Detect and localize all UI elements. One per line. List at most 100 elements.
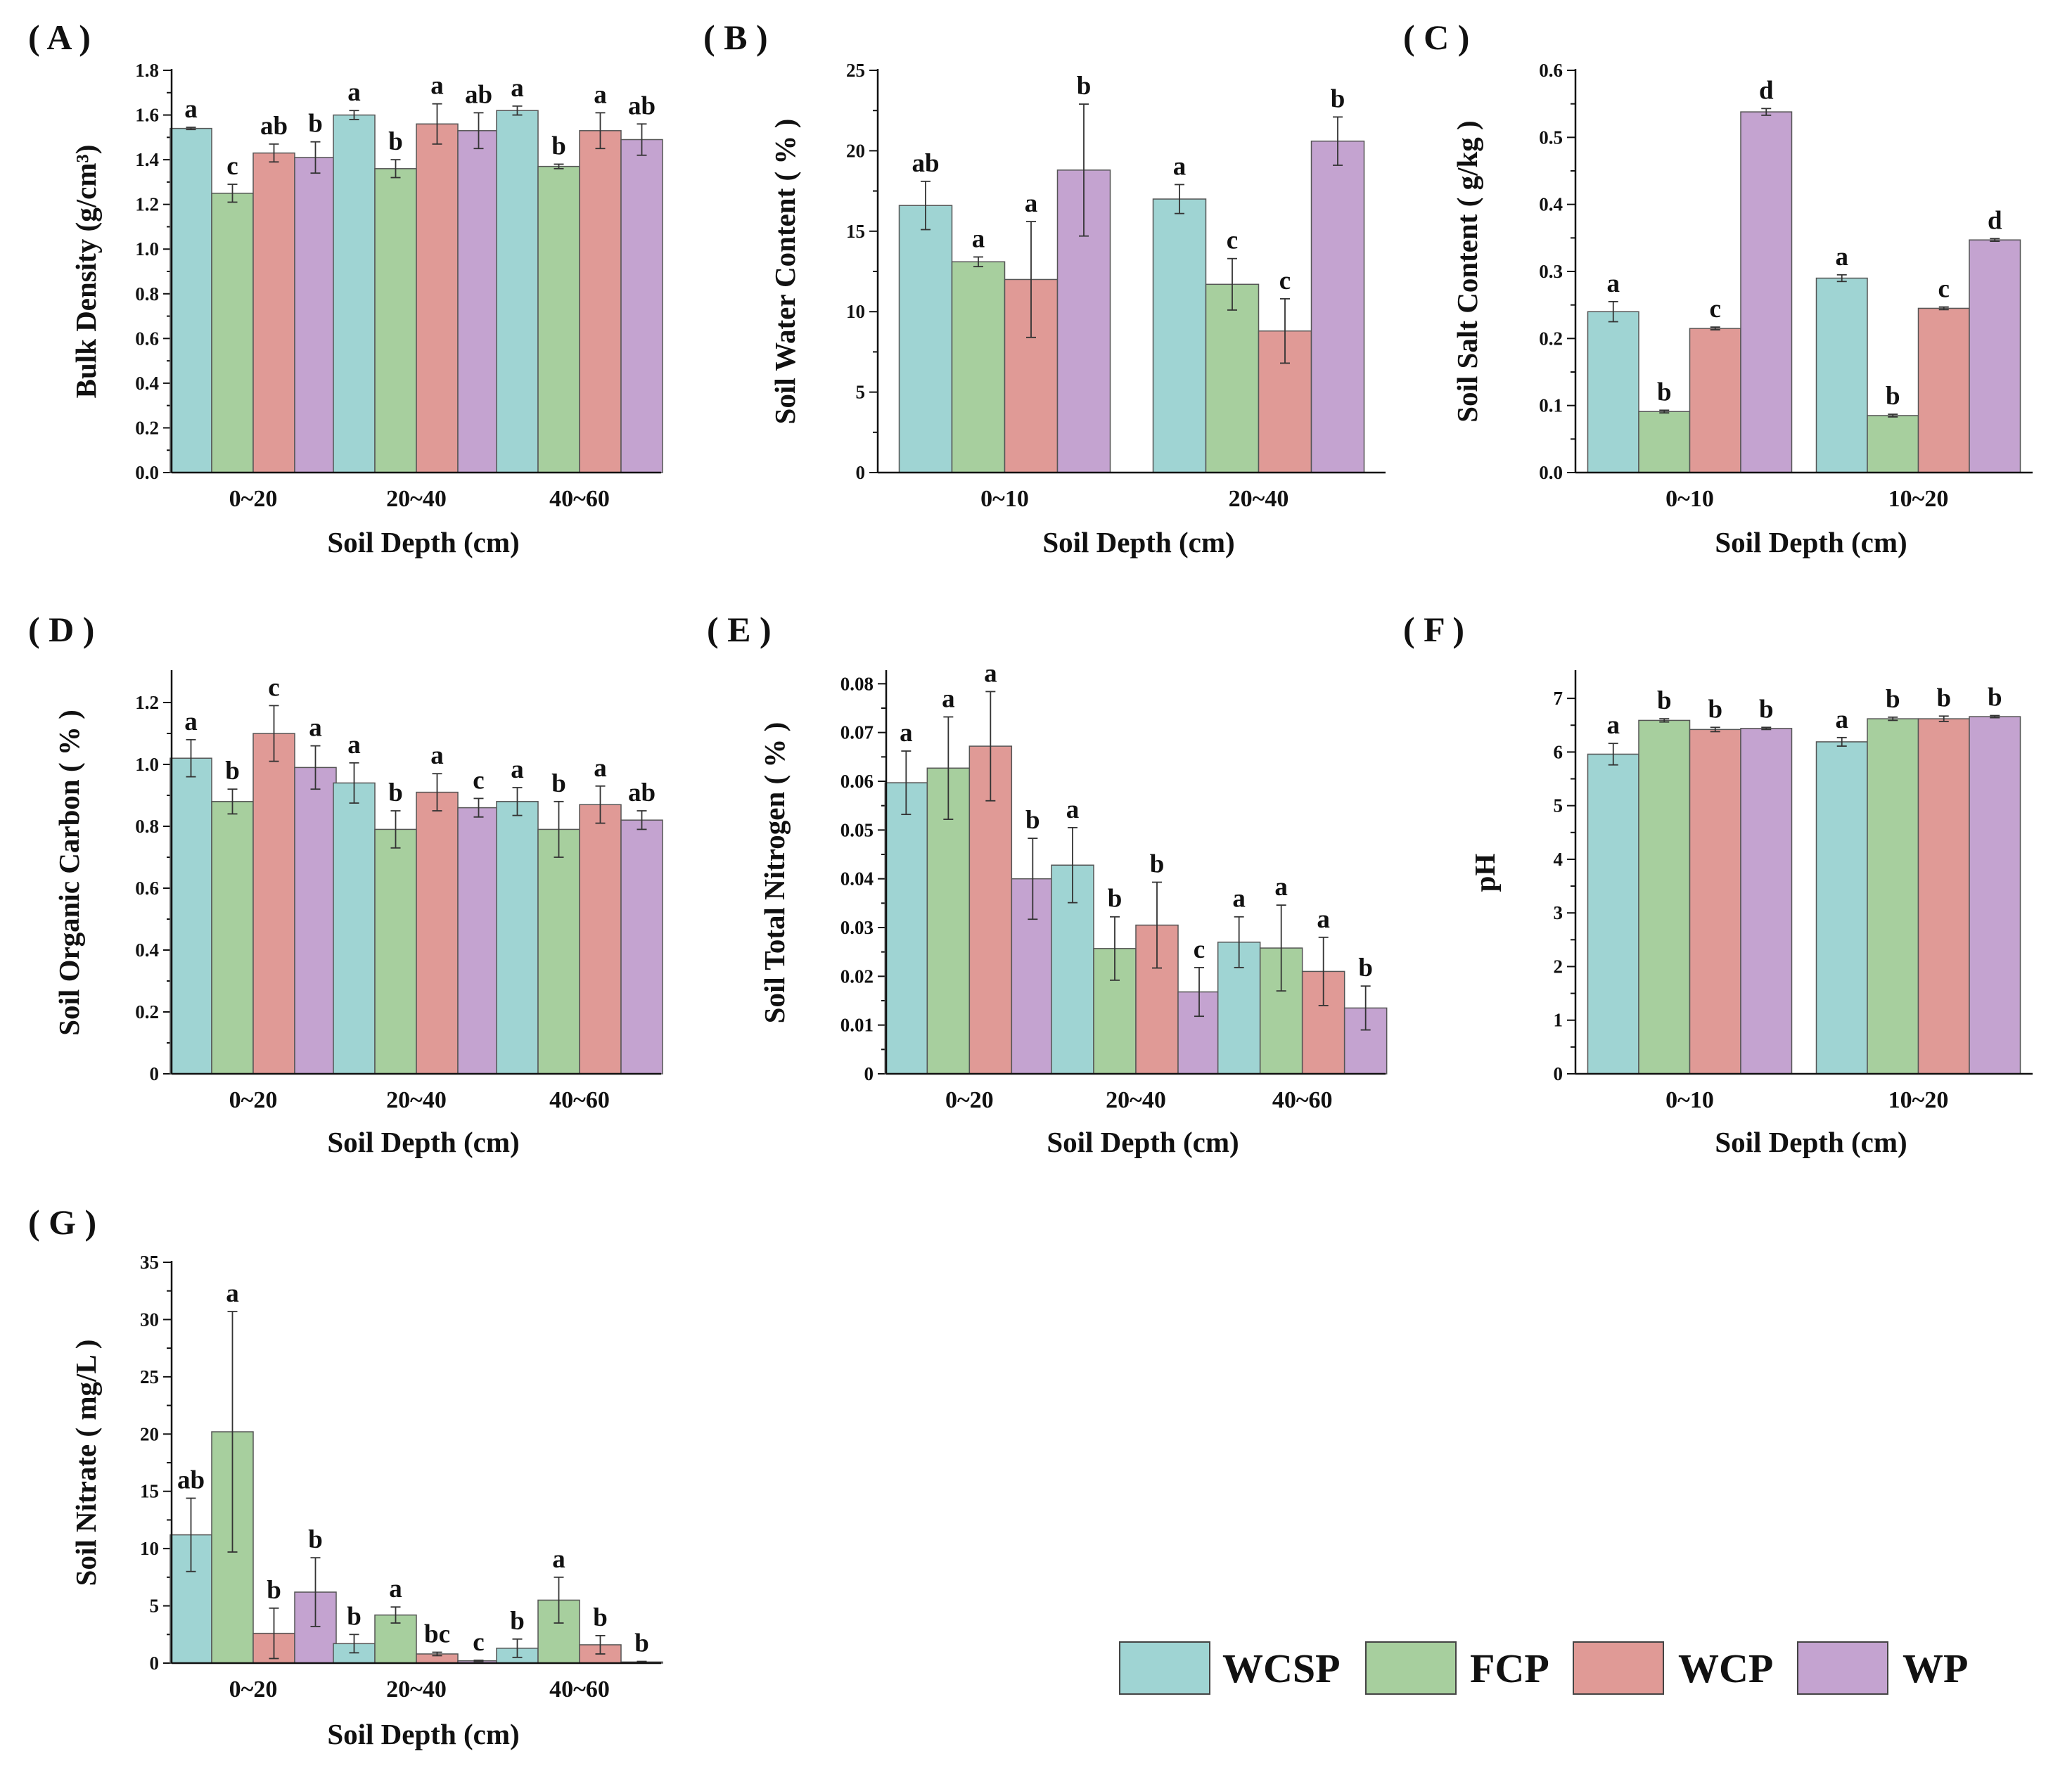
significance-letter: a	[942, 684, 955, 713]
panel-label: ( F )	[1403, 610, 1464, 649]
y-tick-label: 0.07	[840, 722, 874, 743]
panel-label: ( C )	[1403, 18, 1469, 57]
chart-panel-f: ( F ) 0 1 2 3 4 5 6 7 a b b b 0~10 a b b b 10~20 Soil Depth…	[1403, 610, 2033, 1158]
significance-letter: b	[510, 1607, 525, 1636]
significance-letter: d	[1759, 76, 1774, 105]
significance-letter: a	[594, 754, 607, 783]
significance-letter: a	[1836, 705, 1849, 734]
x-category-label: 0~20	[229, 486, 278, 512]
y-tick-label: 0.4	[135, 373, 159, 394]
legend-label-wcsp: WCSP	[1222, 1646, 1341, 1691]
bar-wp	[1969, 239, 2021, 473]
significance-letter: a	[972, 224, 985, 253]
significance-letter: bc	[424, 1620, 450, 1649]
panel-label: ( D )	[28, 610, 94, 649]
x-axis-title: Soil Depth (cm)	[327, 1718, 519, 1750]
bar-wp	[1310, 140, 1365, 473]
y-tick-label: 0.5	[1539, 127, 1563, 148]
bar-wcp	[579, 130, 622, 473]
y-tick-label: 0.6	[135, 328, 159, 349]
panel-label: ( A )	[28, 18, 91, 57]
y-tick-label: 15	[140, 1481, 159, 1502]
y-axis-title: Soil Salt Content ( g/kg )	[1451, 120, 1483, 422]
significance-letter: a	[984, 659, 997, 688]
y-tick-label: 7	[1554, 688, 1563, 709]
significance-letter: b	[1657, 378, 1672, 406]
x-axis-title: Soil Depth (cm)	[1715, 1126, 1907, 1158]
y-tick-label: 10	[846, 301, 865, 322]
y-tick-label: 25	[846, 60, 865, 81]
y-axis-title: Bulk Density (g/cm³)	[70, 145, 102, 399]
bar-wcsp	[1815, 741, 1868, 1075]
significance-letter: b	[1759, 695, 1774, 724]
x-category-label: 40~60	[549, 1087, 610, 1113]
x-category-label: 40~60	[1272, 1087, 1333, 1113]
y-tick-label: 5	[150, 1596, 160, 1617]
significance-letter: a	[184, 707, 198, 736]
y-axis-title: Soil Water Content ( % )	[769, 119, 801, 425]
significance-letter: a	[184, 95, 198, 124]
significance-letter: a	[900, 719, 913, 748]
y-tick-label: 0.4	[1539, 194, 1563, 215]
significance-letter: a	[511, 755, 524, 784]
significance-letter: b	[388, 127, 403, 156]
y-tick-label: 0.05	[840, 819, 874, 840]
significance-letter: d	[1988, 206, 2002, 235]
significance-letter: b	[1886, 382, 1900, 411]
legend: WCSP FCP WCP WP	[1119, 1641, 1968, 1695]
y-tick-label: 6	[1554, 741, 1563, 762]
x-category-label: 20~40	[1106, 1087, 1166, 1113]
bar-wcsp	[898, 205, 953, 473]
panel-label: ( B )	[703, 18, 768, 57]
significance-letter: a	[1232, 885, 1246, 913]
y-tick-label: 15	[846, 221, 865, 242]
significance-letter: c	[226, 152, 238, 181]
significance-letter: b	[347, 1602, 362, 1631]
y-tick-label: 0.02	[840, 966, 874, 987]
bar-fcp	[1205, 283, 1260, 473]
bar-wcsp	[884, 782, 928, 1075]
significance-letter: a	[347, 78, 361, 107]
chart-panel-c: ( C ) 0.0 0.1 0.2 0.3 0.4 0.5 0.6 a b c d 0~10 a b c d 10…	[1403, 18, 2033, 558]
x-category-label: 0~10	[1665, 486, 1714, 512]
bar-fcp	[951, 261, 1006, 473]
significance-letter: b	[1150, 850, 1165, 879]
significance-letter: a	[1025, 189, 1038, 218]
bar-wp	[620, 819, 663, 1075]
bar-wcsp	[1587, 753, 1639, 1075]
legend-label-wp: WP	[1902, 1646, 1968, 1691]
legend-swatch-fcp	[1365, 1641, 1457, 1695]
y-tick-label: 2	[1554, 956, 1563, 977]
bar-fcp	[211, 801, 254, 1075]
bar-wcsp	[170, 127, 212, 473]
y-tick-label: 1.8	[135, 60, 159, 81]
x-category-label: 10~20	[1888, 1087, 1949, 1113]
significance-letter: b	[1331, 84, 1345, 113]
bar-wcsp	[1815, 277, 1868, 473]
x-category-label: 0~20	[229, 1087, 278, 1113]
y-tick-label: 0	[150, 1653, 160, 1674]
significance-letter: a	[430, 741, 444, 770]
y-tick-label: 4	[1554, 849, 1563, 870]
y-tick-label: 0.6	[1539, 60, 1563, 81]
bar-fcp	[211, 193, 254, 473]
y-tick-label: 0.8	[135, 283, 159, 304]
significance-letter: b	[388, 778, 403, 807]
bar-fcp	[1638, 411, 1691, 473]
significance-letter: b	[551, 769, 566, 798]
significance-letter: b	[551, 132, 566, 160]
significance-letter: b	[634, 1629, 649, 1658]
significance-letter: ab	[912, 149, 939, 178]
significance-letter: b	[267, 1576, 281, 1605]
bar-wp	[294, 157, 337, 473]
significance-letter: b	[1936, 684, 1951, 712]
x-axis-title: Soil Depth (cm)	[1715, 526, 1907, 558]
x-category-label: 20~40	[386, 1087, 447, 1113]
x-category-label: 20~40	[1229, 486, 1289, 512]
bar-wp	[1740, 111, 1793, 473]
